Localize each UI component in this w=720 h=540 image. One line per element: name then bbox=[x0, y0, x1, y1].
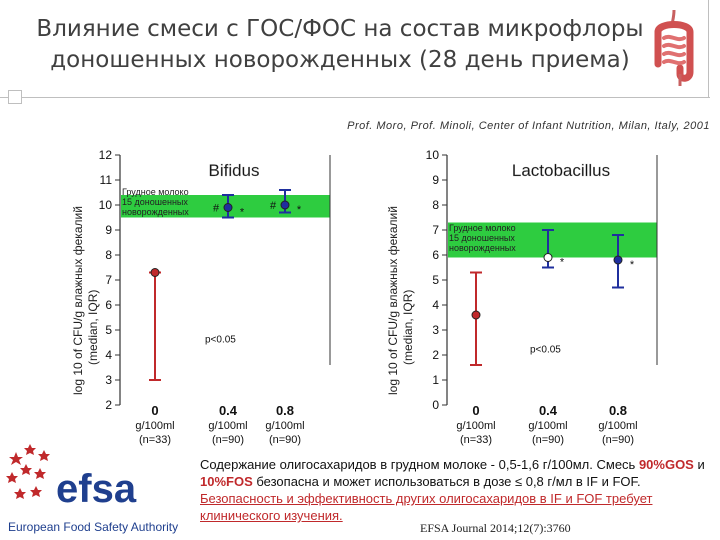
lactobacillus-significance-star: * bbox=[560, 257, 565, 269]
bifidus-y-tick-label: 10 bbox=[99, 198, 113, 212]
lactobacillus-y-tick-label: 4 bbox=[432, 298, 439, 312]
bifidus-y-tick-label: 9 bbox=[105, 223, 112, 237]
bifidus-category-n: (n=33) bbox=[139, 434, 171, 446]
lactobacillus-y-tick-label: 9 bbox=[432, 173, 439, 187]
bifidus-category-label: 0.4 bbox=[219, 403, 238, 418]
bifidus-ylabel: log 10 of CFU/g влажных фекалий (median,… bbox=[71, 206, 100, 395]
lactobacillus-band-label: 15 доношенных bbox=[449, 233, 515, 243]
bifidus-significance-star: * bbox=[297, 204, 302, 216]
lactobacillus-y-tick-label: 6 bbox=[432, 248, 439, 262]
bifidus-y-tick-label: 12 bbox=[99, 148, 113, 162]
lactobacillus-category-n: (n=90) bbox=[532, 434, 564, 446]
bifidus-pvalue: p<0.05 bbox=[205, 335, 236, 346]
footnote-part-3: безопасна и может использоваться в дозе … bbox=[252, 474, 641, 489]
lactobacillus-category-unit: g/100ml bbox=[528, 420, 567, 432]
lactobacillus-title: Lactobacillus bbox=[512, 161, 610, 180]
title-rule bbox=[0, 97, 710, 98]
bifidus-y-tick-label: 8 bbox=[105, 248, 112, 262]
bifidus-band-label: новорожденных bbox=[122, 207, 189, 217]
lactobacillus-y-tick-label: 3 bbox=[432, 323, 439, 337]
bifidus-chart: log 10 of CFU/g влажных фекалий (median,… bbox=[71, 148, 331, 446]
lactobacillus-plot-area: 0 1 2 3 4 5 6 7 8 9 10 Lactobacillus Грудное молоко1… bbox=[426, 148, 658, 446]
lactobacillus-y-tick-label: 7 bbox=[432, 223, 439, 237]
journal-citation: EFSA Journal 2014;12(7):3760 bbox=[420, 521, 571, 535]
author-credit: Prof. Moro, Prof. Minoli, Center of Infa… bbox=[347, 120, 710, 132]
bifidus-median-point bbox=[150, 268, 160, 277]
lactobacillus-chart: log 10 of CFU/g влажных фекалий (median,… bbox=[386, 148, 658, 446]
efsa-stars-icon bbox=[6, 444, 50, 499]
bifidus-band-label: Грудное молоко bbox=[122, 187, 189, 197]
footnote-part-2: и bbox=[693, 457, 705, 472]
efsa-wordmark: efsa bbox=[56, 467, 137, 511]
bifidus-hash-marker: # bbox=[270, 200, 277, 212]
footnote-highlight-fos: 10%FOS bbox=[200, 474, 253, 489]
bifidus-y-tick-label: 3 bbox=[105, 373, 112, 387]
intestine-icon bbox=[654, 9, 694, 86]
lactobacillus-category-label: 0 bbox=[472, 403, 479, 418]
lactobacillus-band-label: новорожденных bbox=[449, 243, 516, 253]
bifidus-y-tick-label: 4 bbox=[105, 348, 112, 362]
lactobacillus-median-point bbox=[471, 310, 481, 320]
lactobacillus-category-n: (n=90) bbox=[602, 434, 634, 446]
title-line-1: Влияние смеси с ГОС/ФОС на состав микроф… bbox=[36, 16, 644, 42]
lactobacillus-y-tick-label: 5 bbox=[432, 273, 439, 287]
lactobacillus-category-n: (n=33) bbox=[460, 434, 492, 446]
bifidus-significance-star: * bbox=[240, 207, 245, 219]
lactobacillus-category-unit: g/100ml bbox=[598, 420, 637, 432]
efsa-caption: European Food Safety Authority bbox=[8, 520, 178, 534]
lactobacillus-y-tick-label: 10 bbox=[426, 148, 440, 162]
bifidus-y-tick-label: 2 bbox=[105, 398, 112, 412]
lactobacillus-ylabel-line-1: log 10 of CFU/g влажных фекалий bbox=[386, 206, 400, 395]
bifidus-category-unit: g/100ml bbox=[135, 420, 174, 432]
lactobacillus-category-label: 0.4 bbox=[539, 403, 558, 418]
bifidus-category-label: 0.8 bbox=[276, 403, 294, 418]
footnote-text: Содержание олигосахаридов в грудном моло… bbox=[200, 456, 715, 524]
bifidus-y-tick-label: 11 bbox=[100, 173, 113, 187]
bifidus-median-point bbox=[223, 203, 233, 212]
lactobacillus-category-unit: g/100ml bbox=[456, 420, 495, 432]
lactobacillus-median-point bbox=[613, 255, 623, 265]
bifidus-category-unit: g/100ml bbox=[208, 420, 247, 432]
lactobacillus-reference-band bbox=[448, 222, 657, 258]
bifidus-band-label: 15 доношенных bbox=[122, 197, 188, 207]
title-line-2: доношенных новорожденных (28 день приема… bbox=[50, 47, 630, 73]
lactobacillus-ylabel: log 10 of CFU/g влажных фекалий (median,… bbox=[386, 206, 415, 395]
title-rule-marker bbox=[8, 90, 22, 104]
lactobacillus-significance-star: * bbox=[630, 259, 635, 271]
bifidus-y-tick-label: 5 bbox=[105, 323, 112, 337]
lactobacillus-median-point bbox=[543, 253, 553, 262]
bifidus-category-unit: g/100ml bbox=[265, 420, 304, 432]
bifidus-category-n: (n=90) bbox=[212, 434, 244, 446]
footnote-red-note: Безопасность и эффективность других олиг… bbox=[200, 491, 653, 523]
bifidus-y-tick-label: 7 bbox=[105, 273, 112, 287]
bifidus-category-n: (n=90) bbox=[269, 434, 301, 446]
bifidus-category-label: 0 bbox=[151, 403, 158, 418]
bifidus-y-tick-label: 6 bbox=[105, 298, 112, 312]
lactobacillus-pvalue: p<0.05 bbox=[530, 345, 561, 356]
bifidus-ylabel-line-1: log 10 of CFU/g влажных фекалий bbox=[71, 206, 85, 395]
efsa-logo: efsa European Food Safety Authority bbox=[6, 444, 178, 534]
lactobacillus-category-label: 0.8 bbox=[609, 403, 627, 418]
bifidus-title: Bifidus bbox=[208, 161, 259, 180]
lactobacillus-y-tick-label: 2 bbox=[432, 348, 439, 362]
bifidus-median-point bbox=[280, 200, 290, 210]
title-vertical-rule bbox=[708, 0, 709, 97]
footnote-highlight-gos: 90%GOS bbox=[638, 457, 694, 472]
bifidus-hash-marker: # bbox=[213, 203, 220, 215]
lactobacillus-y-tick-label: 1 bbox=[432, 373, 439, 387]
lactobacillus-y-tick-label: 0 bbox=[432, 398, 439, 412]
bifidus-ylabel-line-2: (median, IQR) bbox=[86, 290, 100, 365]
lactobacillus-band-label: Грудное молоко bbox=[449, 223, 516, 233]
lactobacillus-ylabel-line-2: (median, IQR) bbox=[401, 290, 415, 365]
slide-title: Влияние смеси с ГОС/ФОС на состав микроф… bbox=[30, 14, 650, 76]
footnote-part-1: Содержание олигосахаридов в грудном моло… bbox=[200, 457, 639, 472]
lactobacillus-y-tick-label: 8 bbox=[432, 198, 439, 212]
